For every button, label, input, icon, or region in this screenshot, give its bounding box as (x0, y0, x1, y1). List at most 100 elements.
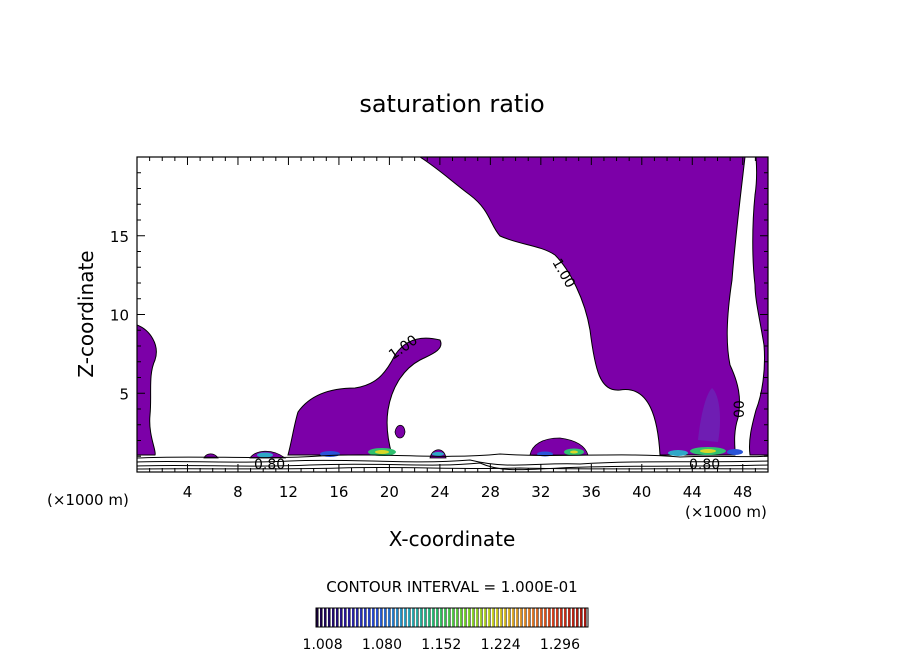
colorbar-stripe (568, 608, 571, 627)
colorbar-stripe (536, 608, 539, 627)
x-unit-left: (×1000 m) (47, 491, 129, 509)
colorbar-stripe (400, 608, 403, 627)
x-tick-label: 20 (380, 483, 399, 501)
colorbar-stripe (480, 608, 483, 627)
colorbar-stripe (324, 608, 327, 627)
colorbar-stripe (520, 608, 523, 627)
colorbar-stripe (376, 608, 379, 627)
colorbar-stripe (528, 608, 531, 627)
x-tick-label: 32 (531, 483, 550, 501)
saturation-region-left (137, 324, 157, 456)
y-axis-label: Z-coordinate (74, 250, 98, 377)
colorbar-stripe (544, 608, 547, 627)
colorbar-stripe (424, 608, 427, 627)
colorbar-stripe (584, 608, 587, 627)
y-tick-label: 5 (119, 385, 129, 403)
chart-title: saturation ratio (359, 90, 544, 118)
colorbar-stripe (320, 608, 323, 627)
colorbar-tick-label: 1.080 (362, 637, 402, 653)
contour-field: 1.00 1.00 0.80 0.80 00 (137, 157, 768, 473)
saturation-patch-c (394, 424, 406, 439)
colorbar-labels: 1.008 1.080 1.152 1.224 1.296 (303, 637, 581, 653)
colorbar-stripe (532, 608, 535, 627)
colorbar-stripe (412, 608, 415, 627)
colorbar-stripe (500, 608, 503, 627)
y-tick-label: 10 (110, 307, 129, 325)
x-tick-label: 24 (430, 483, 449, 501)
colorbar-stripe (504, 608, 507, 627)
colorbar-stripe (344, 608, 347, 627)
colorbar-tick-label: 1.224 (481, 637, 521, 653)
colorbar-stripe (552, 608, 555, 627)
colorbar-stripe (572, 608, 575, 627)
colorbar-stripe (460, 608, 463, 627)
colorbar-stripe (448, 608, 451, 627)
colorbar-stripe (380, 608, 383, 627)
colorbar-stripe (384, 608, 387, 627)
colorbar-stripe (476, 608, 479, 627)
colorbar-stripe (456, 608, 459, 627)
colorbar-stripe (452, 608, 455, 627)
x-tick-label: 8 (233, 483, 243, 501)
colorbar-stripe (336, 608, 339, 627)
colorbar-stripe (436, 608, 439, 627)
colorbar-stripe (464, 608, 467, 627)
x-tick-label: 16 (329, 483, 348, 501)
colorbar-stripe (468, 608, 471, 627)
contour-label: 0.80 (254, 457, 285, 473)
colorbar-stripe (508, 608, 511, 627)
x-unit-right: (×1000 m) (685, 503, 767, 521)
colorbar-stripe (420, 608, 423, 627)
colorbar-stripe (328, 608, 331, 627)
colorbar-stripe (332, 608, 335, 627)
x-tick-label: 4 (183, 483, 193, 501)
x-tick-label: 36 (582, 483, 601, 501)
colorbar-stripe (372, 608, 375, 627)
colorbar-stripe (540, 608, 543, 627)
colorbar-stripe (524, 608, 527, 627)
colorbar-stripe (364, 608, 367, 627)
colorbar-stripe (396, 608, 399, 627)
colorbar-stripe (564, 608, 567, 627)
colorbar-stripe (576, 608, 579, 627)
colorbar-stripe (348, 608, 351, 627)
x-axis-label: X-coordinate (389, 527, 516, 551)
contour-label: 0.80 (689, 457, 720, 473)
colorbar-stripe (316, 608, 319, 627)
contour-label: 00 (732, 400, 748, 418)
colorbar-stripe (416, 608, 419, 627)
x-tick-label: 40 (632, 483, 651, 501)
colorbar-stripe (392, 608, 395, 627)
colorbar-stripe (360, 608, 363, 627)
colorbar-stripe (444, 608, 447, 627)
saturation-region-center (287, 337, 442, 456)
colorbar-stripe (488, 608, 491, 627)
surface-contours (137, 453, 768, 471)
x-tick-label: 12 (279, 483, 298, 501)
x-tick-label: 44 (683, 483, 702, 501)
colorbar-stripe (548, 608, 551, 627)
x-tick-label: 48 (733, 483, 752, 501)
colorbar-stripe (512, 608, 515, 627)
colorbar-stripe (560, 608, 563, 627)
colorbar-stripe (368, 608, 371, 627)
colorbar-tick-label: 1.008 (303, 637, 343, 653)
colorbar-stripe (408, 608, 411, 627)
colorbar-stripe (340, 608, 343, 627)
colorbar-tick-label: 1.296 (540, 637, 580, 653)
colorbar-stripe (352, 608, 355, 627)
high-saturation-streaks (257, 447, 743, 458)
colorbar-stripe (580, 608, 583, 627)
colorbar-frame (315, 607, 589, 628)
colorbar-stripe (472, 608, 475, 627)
colorbar-stripe (516, 608, 519, 627)
inner-zone-right (698, 388, 720, 442)
colorbar-stripe (484, 608, 487, 627)
colorbar-stripe (432, 608, 435, 627)
colorbar-stripe (388, 608, 391, 627)
colorbar-tick-label: 1.152 (421, 637, 461, 653)
colorbar-stripe (556, 608, 559, 627)
colorbar-stripe (356, 608, 359, 627)
contour-interval: CONTOUR INTERVAL = 1.000E-01 (326, 578, 577, 596)
